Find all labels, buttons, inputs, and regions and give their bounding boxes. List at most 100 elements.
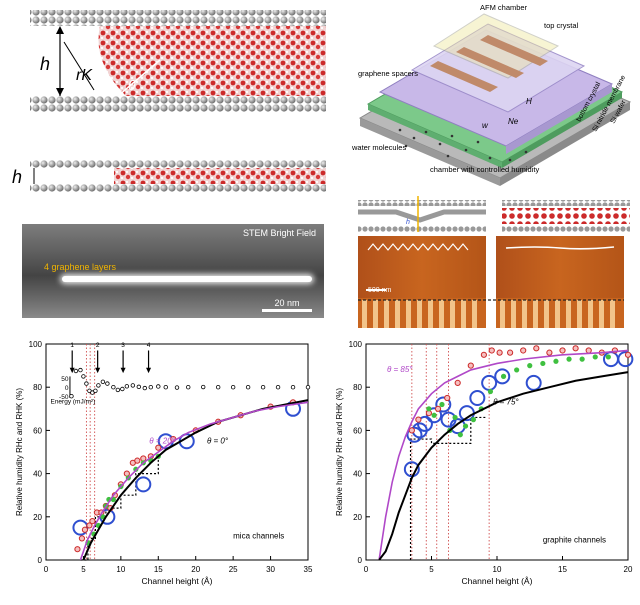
red-circle-point xyxy=(415,416,422,423)
collapsed-channel-sag xyxy=(358,209,486,223)
energy-point xyxy=(174,385,180,390)
y-tick-label: 80 xyxy=(353,383,362,392)
y-axis-label: Relative humidity RHc and RHK (%) xyxy=(15,388,24,516)
green-point xyxy=(579,356,585,362)
afm-schematics: h xyxy=(358,196,630,232)
x-tick-label: 35 xyxy=(304,565,313,574)
energy-point xyxy=(93,388,98,393)
energy-point xyxy=(230,385,236,390)
energy-point xyxy=(111,385,116,390)
filled-channel-top xyxy=(502,200,630,206)
graphene-spacers xyxy=(430,35,548,92)
energy-point xyxy=(84,381,89,386)
curve-pink xyxy=(378,349,629,561)
red-circle-point xyxy=(585,347,592,354)
red-circle-point xyxy=(624,351,632,358)
inset-tick-label: -50 xyxy=(59,394,69,401)
inset-arrowhead xyxy=(95,367,101,374)
green-point xyxy=(592,354,598,360)
y-tick-label: 20 xyxy=(353,513,362,522)
energy-point xyxy=(124,384,130,389)
y-tick-label: 20 xyxy=(33,513,42,522)
green-point xyxy=(605,354,611,360)
energy-point xyxy=(148,385,153,390)
y-tick-label: 0 xyxy=(358,556,363,565)
energy-point xyxy=(78,367,83,373)
afm-image-filled xyxy=(496,236,624,298)
device-schematic: AFM chamber top crystal graphene spacers… xyxy=(351,3,632,186)
chart-annotation: mica channels xyxy=(233,531,284,540)
red-circle-point xyxy=(507,349,514,356)
energy-point xyxy=(136,384,142,390)
collapsed-channel-top xyxy=(358,200,486,206)
inset-tick-label: 50 xyxy=(61,376,69,383)
curve-black xyxy=(378,371,629,561)
energy-point xyxy=(100,379,106,384)
energy-point xyxy=(275,385,281,390)
energy-point xyxy=(73,368,79,374)
x-tick-label: 20 xyxy=(624,565,633,574)
narrow-bottom-sheet xyxy=(30,184,326,192)
y-tick-label: 100 xyxy=(349,340,363,349)
chart-annotation: graphite channels xyxy=(543,536,606,545)
y-tick-label: 100 xyxy=(29,340,43,349)
red-circle-point xyxy=(86,522,93,529)
red-circle-point xyxy=(520,347,527,354)
top-graphene-sheet xyxy=(30,10,326,26)
plot-frame xyxy=(45,343,309,561)
h-label: H xyxy=(526,97,532,106)
afm-scale-label: 500 nm xyxy=(368,287,392,294)
inset-arrowhead xyxy=(69,367,75,374)
inset-arrow-label: 4 xyxy=(147,342,151,349)
water-molecules-label: water molecules xyxy=(351,143,406,152)
x-tick-label: 5 xyxy=(429,565,434,574)
curve-label: θ = 85° xyxy=(387,365,413,374)
energy-point xyxy=(105,381,110,386)
curve-label: θ = 20° xyxy=(149,436,175,445)
chamber-humidity-label: chamber with controlled humidity xyxy=(430,165,539,174)
inset-tick-label: 0 xyxy=(65,385,69,392)
x-tick-label: 0 xyxy=(44,565,49,574)
y-tick-label: 40 xyxy=(353,470,362,479)
graphene-layer-stripe xyxy=(62,276,312,282)
red-circle-point xyxy=(434,405,442,412)
red-circle-point xyxy=(572,345,579,352)
afm-h-label: h xyxy=(406,219,410,226)
water-filled-region xyxy=(98,26,326,96)
energy-point xyxy=(81,374,86,379)
afm-comb-strip xyxy=(358,298,624,328)
green-point xyxy=(452,414,458,421)
contact-angle-label: θ xyxy=(128,77,136,93)
y-tick-label: 40 xyxy=(33,470,42,479)
green-point xyxy=(500,373,507,379)
energy-point xyxy=(245,385,251,390)
red-circle-point xyxy=(467,362,474,369)
red-circle-point xyxy=(81,526,89,533)
afm-chamber-label: AFM chamber xyxy=(480,3,528,12)
y-tick-label: 60 xyxy=(33,426,42,435)
step-guide xyxy=(80,456,159,561)
red-circle-point xyxy=(533,345,540,352)
energy-point xyxy=(260,385,266,390)
energy-point xyxy=(215,385,221,390)
green-point xyxy=(566,356,572,362)
height-label: h xyxy=(40,54,50,74)
x-tick-label: 0 xyxy=(364,565,369,574)
blue-circle-point xyxy=(135,476,152,493)
stem-title: STEM Bright Field xyxy=(242,228,316,238)
green-point xyxy=(527,363,533,369)
inset-arrowhead xyxy=(120,367,126,374)
energy-point xyxy=(156,384,161,389)
scale-bar-line xyxy=(262,309,312,312)
inset-y-label: Energy (mJ/m²) xyxy=(50,398,95,405)
green-point xyxy=(487,388,494,395)
energy-point xyxy=(120,386,125,392)
narrow-top-sheet xyxy=(30,160,326,168)
blue-circle-point xyxy=(525,374,542,391)
w-label: w xyxy=(482,121,489,130)
red-circle-point xyxy=(408,427,415,434)
blue-circle-point xyxy=(469,390,486,406)
curve-label: θ = 0° xyxy=(207,436,229,445)
green-point xyxy=(553,358,559,364)
stem-image: STEM Bright Field 4 graphene layers 20 n… xyxy=(22,224,324,318)
